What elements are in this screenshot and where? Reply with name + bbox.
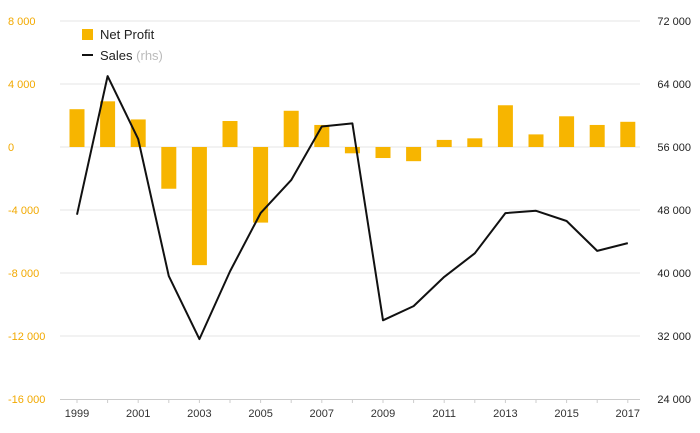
- bar-net-profit-2004: [222, 121, 238, 147]
- x-tick-label: 1999: [65, 408, 89, 420]
- x-tick-label: 2015: [554, 408, 578, 420]
- x-tick-label: 2005: [248, 408, 272, 420]
- bar-net-profit-2008: [344, 147, 360, 154]
- x-tick-label: 2003: [187, 408, 211, 420]
- right-tick-label: 72 000: [657, 16, 691, 28]
- x-axis-ticks: 1999 2001 2003 2005 2007 2009 2011 2013 2015 2017: [65, 399, 640, 420]
- x-tick-label: 2001: [126, 408, 150, 420]
- right-tick-label: 40 000: [657, 268, 691, 280]
- right-tick-label: 64 000: [657, 79, 691, 91]
- legend-label-net-profit: Net Profit: [100, 27, 155, 42]
- left-tick-label: -8 000: [8, 268, 39, 280]
- x-tick-label: 2007: [310, 408, 334, 420]
- bar-net-profit-2000: [100, 101, 116, 147]
- right-tick-label: 56 000: [657, 142, 691, 154]
- x-tick-label: 2013: [493, 408, 517, 420]
- bar-net-profit-2009: [375, 147, 391, 159]
- bar-net-profit-2002: [161, 147, 177, 189]
- bar-net-profit-2001: [130, 119, 146, 147]
- bar-net-profit-2015: [559, 116, 575, 147]
- right-axis-ticks: 72 000 64 000 56 000 48 000 40 000 32 000 24 0…: [657, 16, 691, 406]
- left-tick-label: -16 000: [8, 394, 45, 406]
- x-tick-label: 2009: [371, 408, 395, 420]
- left-tick-label: 0: [8, 142, 14, 154]
- left-tick-label: 4 000: [8, 79, 36, 91]
- legend: Net Profit Sales (rhs): [82, 27, 163, 63]
- left-tick-label: 8 000: [8, 16, 36, 28]
- legend-label-sales-suffix: (rhs): [136, 48, 163, 63]
- bar-net-profit-2013: [497, 105, 513, 147]
- x-tick-label: 2017: [616, 408, 640, 420]
- left-tick-label: -12 000: [8, 331, 45, 343]
- bar-net-profit-2006: [283, 110, 299, 147]
- bar-net-profit-2016: [589, 124, 605, 147]
- x-tick-label: 2011: [432, 408, 456, 420]
- legend-label-sales-name: Sales: [100, 48, 133, 63]
- right-tick-label: 32 000: [657, 331, 691, 343]
- right-tick-label: 24 000: [657, 394, 691, 406]
- right-tick-label: 48 000: [657, 205, 691, 217]
- bar-net-profit-2014: [528, 134, 544, 147]
- legend-label-sales: Sales (rhs): [100, 48, 163, 63]
- sales-line: [76, 75, 629, 341]
- bar-net-profit-2007: [314, 124, 330, 147]
- bar-net-profit-2017: [620, 121, 636, 147]
- left-axis-ticks: 8 000 4 000 0 -4 000 -8 000 -12 000 -16 000: [8, 16, 45, 406]
- net-profit-bars: [69, 101, 636, 266]
- legend-swatch-net-profit: [82, 29, 93, 40]
- bar-net-profit-2012: [467, 138, 483, 147]
- bar-net-profit-1999: [69, 109, 85, 147]
- bar-net-profit-2005: [253, 147, 269, 223]
- bar-net-profit-2011: [436, 139, 452, 147]
- left-tick-label: -4 000: [8, 205, 39, 217]
- bar-net-profit-2003: [191, 147, 207, 266]
- bar-net-profit-2010: [406, 147, 422, 162]
